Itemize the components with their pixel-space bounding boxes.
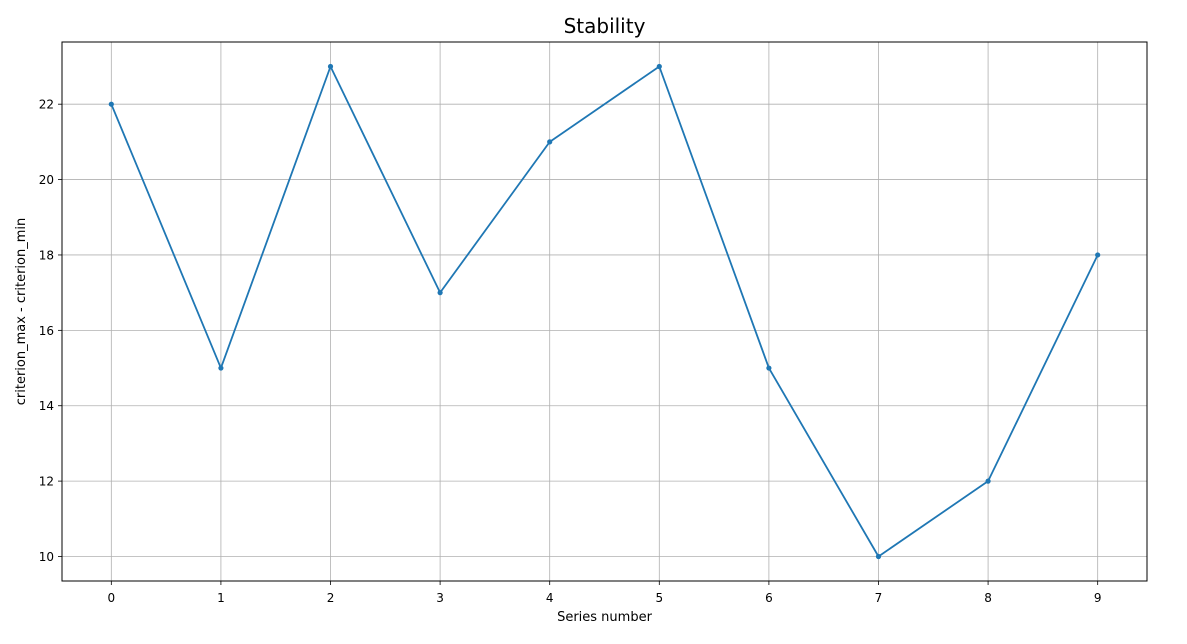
data-point	[437, 290, 443, 296]
data-point	[547, 139, 553, 145]
x-tick-label: 0	[107, 591, 115, 605]
x-tick-label: 3	[436, 591, 444, 605]
plot-area-frame	[61, 41, 1148, 582]
data-point	[656, 63, 662, 70]
y-tick-label: 18	[39, 248, 54, 262]
y-tick-label: 16	[39, 324, 54, 338]
x-tick-label: 7	[875, 591, 883, 605]
data-point	[218, 365, 224, 371]
y-tick-label: 14	[39, 399, 54, 413]
x-tick-label: 4	[546, 591, 554, 605]
x-tick-label: 5	[655, 591, 663, 605]
x-tick-label: 1	[217, 591, 225, 605]
data-point	[108, 101, 114, 107]
data-series	[108, 63, 1101, 560]
data-point	[766, 365, 772, 371]
x-axis-label: Series number	[557, 610, 653, 625]
chart-title: Stability	[564, 14, 646, 38]
x-tick-label: 6	[765, 591, 773, 605]
x-tick-label: 9	[1094, 591, 1102, 605]
y-tick-label: 20	[39, 173, 54, 187]
data-point	[985, 478, 991, 484]
series-line	[110, 65, 1099, 558]
data-point	[1095, 252, 1101, 258]
y-axis-label: criterion_max - criterion_min	[14, 218, 29, 406]
y-tick-label: 22	[39, 98, 54, 112]
y-tick-label: 12	[39, 475, 54, 489]
y-tick-label: 10	[39, 550, 54, 564]
x-tick-label: 8	[984, 591, 992, 605]
data-point	[327, 63, 334, 70]
data-point	[875, 553, 882, 560]
x-tick-label: 2	[327, 591, 335, 605]
